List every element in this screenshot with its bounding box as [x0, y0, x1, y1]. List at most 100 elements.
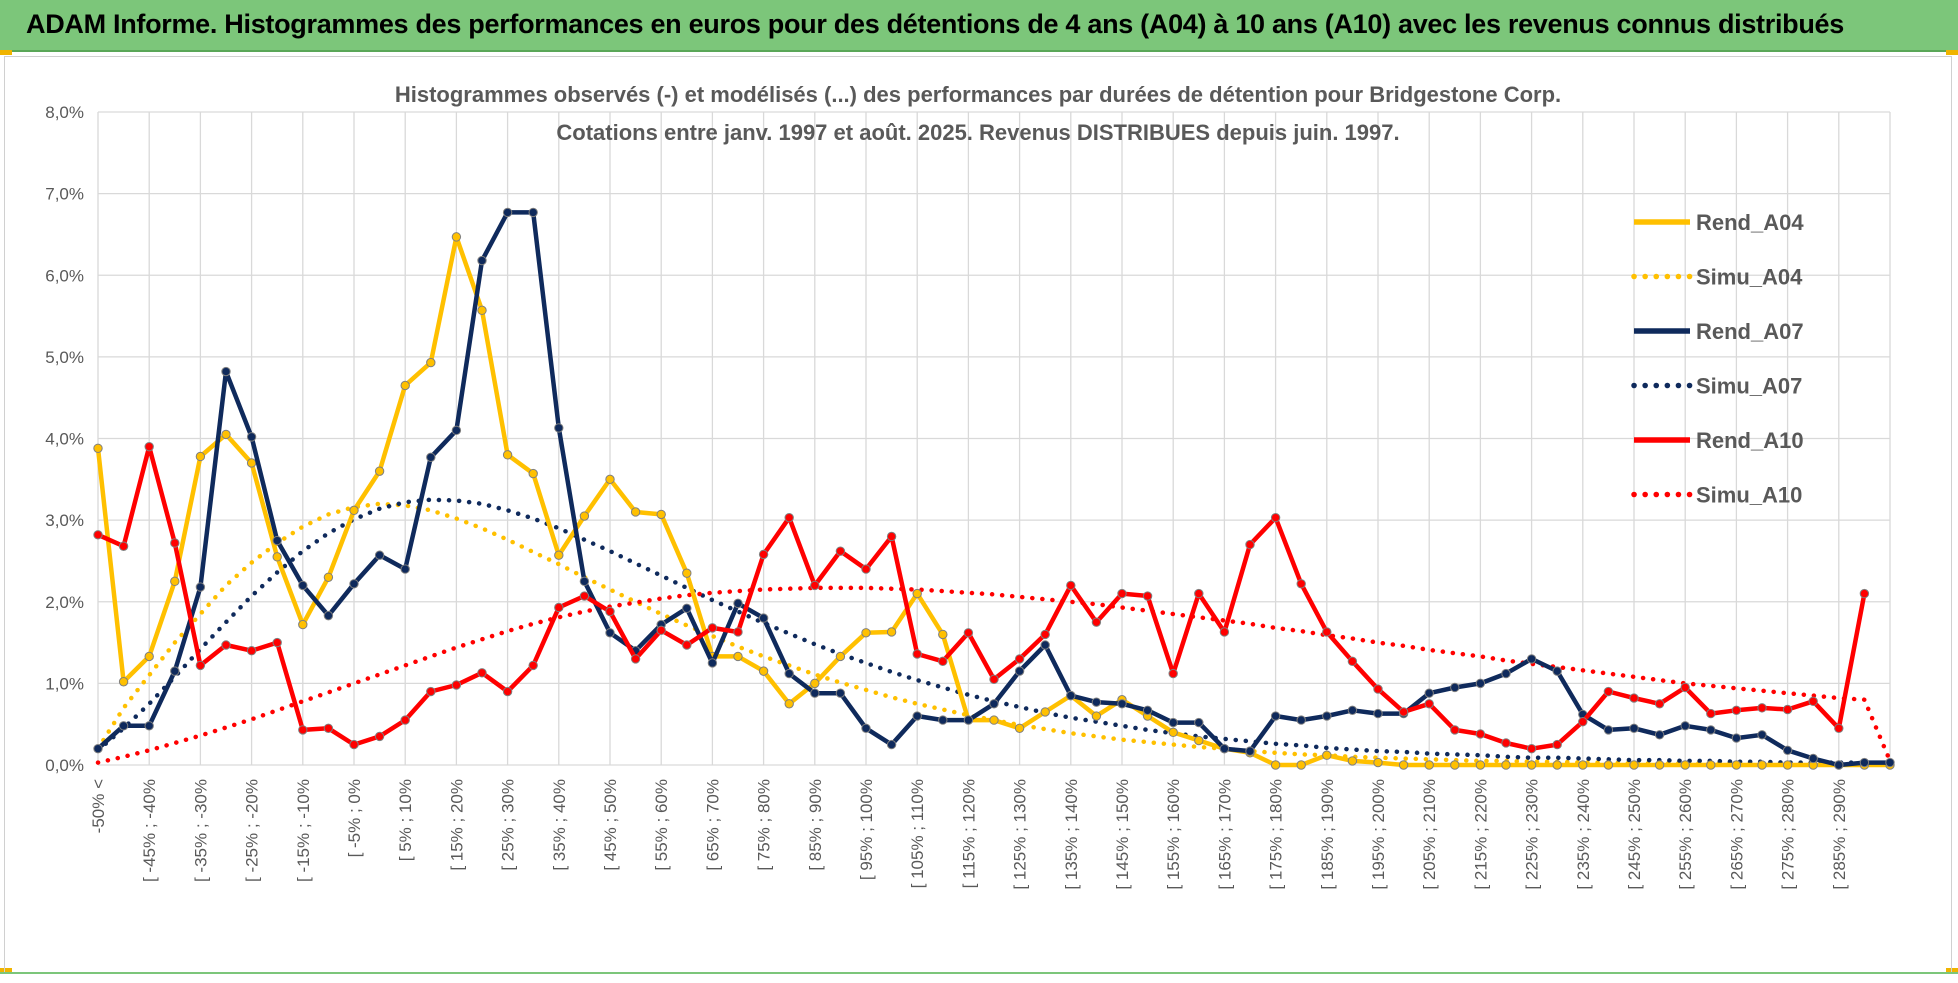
- x-tick-label: [ 195% ; 200%: [1369, 779, 1388, 890]
- data-point: [579, 576, 590, 587]
- series-Rend_A07: [93, 207, 1895, 770]
- data-point: [1168, 668, 1178, 679]
- data-point: [1782, 745, 1793, 756]
- data-point: [246, 432, 257, 442]
- corner-mark: [0, 50, 12, 55]
- report-banner: ADAM Informe. Histogrammes des performan…: [0, 0, 1958, 52]
- x-tick-label: [ -45% ; -40%: [140, 779, 159, 882]
- data-point: [144, 441, 154, 452]
- data-point: [426, 452, 436, 462]
- data-point: [1782, 760, 1793, 770]
- data-point: [1475, 678, 1486, 689]
- series-line: [95, 234, 1890, 768]
- data-point: [221, 640, 231, 650]
- data-point: [1654, 760, 1665, 770]
- x-tick-label: [ 65% ; 70%: [703, 779, 722, 871]
- x-tick-label: [ 285% ; 290%: [1830, 779, 1849, 890]
- data-point: [886, 739, 897, 750]
- data-point: [221, 366, 231, 377]
- data-point: [758, 613, 769, 623]
- series-line: [95, 585, 1893, 765]
- data-point: [1552, 739, 1562, 750]
- data-point: [861, 628, 871, 638]
- data-point: [1014, 666, 1025, 676]
- data-point: [374, 731, 385, 742]
- data-point: [1629, 760, 1639, 770]
- data-point: [1347, 705, 1358, 716]
- data-point: [1501, 760, 1511, 770]
- data-point: [1731, 705, 1742, 716]
- data-point: [1603, 686, 1614, 697]
- x-tick-label: [ 75% ; 80%: [755, 779, 774, 871]
- x-tick-label: [ 45% ; 50%: [601, 779, 620, 871]
- y-tick-label: 6,0%: [45, 266, 84, 285]
- data-point: [810, 688, 820, 698]
- data-point: [784, 699, 794, 709]
- data-point: [1142, 591, 1153, 601]
- data-point: [1731, 733, 1742, 743]
- data-point: [758, 666, 769, 676]
- data-point: [298, 580, 308, 591]
- data-point: [579, 591, 590, 601]
- series-Simu_A04: [95, 501, 1893, 768]
- data-point: [1834, 760, 1844, 770]
- data-point: [1373, 708, 1383, 719]
- x-tick-label: [ 275% ; 280%: [1779, 779, 1798, 890]
- data-point: [1219, 627, 1230, 637]
- legend-item-Simu_A07: Simu_A07: [1631, 374, 1802, 399]
- data-point: [912, 711, 922, 721]
- data-point: [1450, 725, 1460, 735]
- data-point: [1706, 725, 1716, 735]
- data-point: [554, 602, 564, 613]
- data-point: [1194, 717, 1204, 728]
- data-point: [298, 725, 308, 735]
- data-point: [118, 677, 129, 687]
- data-point: [1680, 760, 1690, 770]
- legend-label: Rend_A07: [1696, 319, 1804, 344]
- data-point: [477, 255, 487, 266]
- data-point: [912, 588, 922, 599]
- data-point: [989, 674, 999, 684]
- data-point: [451, 425, 462, 436]
- data-point: [1706, 708, 1716, 719]
- data-point: [246, 458, 257, 468]
- data-point: [733, 627, 743, 637]
- data-point: [1066, 580, 1076, 591]
- x-tick-label: [ 15% ; 20%: [447, 779, 466, 871]
- data-point: [1398, 707, 1409, 717]
- data-point: [1680, 721, 1690, 731]
- legend-label: Simu_A04: [1696, 265, 1803, 290]
- data-point: [1808, 753, 1818, 764]
- data-point: [246, 646, 257, 656]
- data-point: [810, 678, 820, 689]
- chart-subtitle: Cotations entre janv. 1997 et août. 2025…: [556, 120, 1399, 145]
- legend-item-Simu_A10: Simu_A10: [1631, 483, 1802, 508]
- data-point: [298, 619, 308, 630]
- y-tick-label: 5,0%: [45, 348, 84, 367]
- data-point: [605, 474, 615, 485]
- data-point: [93, 743, 103, 754]
- data-point: [93, 530, 103, 540]
- data-point: [835, 546, 846, 556]
- x-tick-label: [ 265% ; 270%: [1727, 779, 1746, 890]
- data-point: [886, 531, 897, 542]
- data-point: [323, 572, 334, 582]
- bottom-rule: [0, 972, 1958, 974]
- data-point: [323, 610, 334, 621]
- data-point: [963, 628, 974, 638]
- x-tick-label: [ 175% ; 180%: [1267, 779, 1286, 890]
- data-point: [1117, 588, 1127, 599]
- data-point: [758, 549, 769, 560]
- data-point: [1706, 760, 1716, 770]
- data-point: [682, 640, 692, 650]
- x-tick-label: [ 35% ; 40%: [550, 779, 569, 871]
- x-tick-label: [ -35% ; -30%: [191, 779, 210, 882]
- x-tick-label: [ 55% ; 60%: [652, 779, 671, 871]
- data-point: [1501, 668, 1511, 679]
- x-tick-label: [ -15% ; -10%: [294, 779, 313, 882]
- data-point: [1040, 707, 1050, 717]
- legend-label: Rend_A10: [1696, 428, 1804, 453]
- data-point: [426, 357, 436, 368]
- x-tick-label: [ 155% ; 160%: [1164, 779, 1183, 890]
- data-point: [1296, 715, 1306, 725]
